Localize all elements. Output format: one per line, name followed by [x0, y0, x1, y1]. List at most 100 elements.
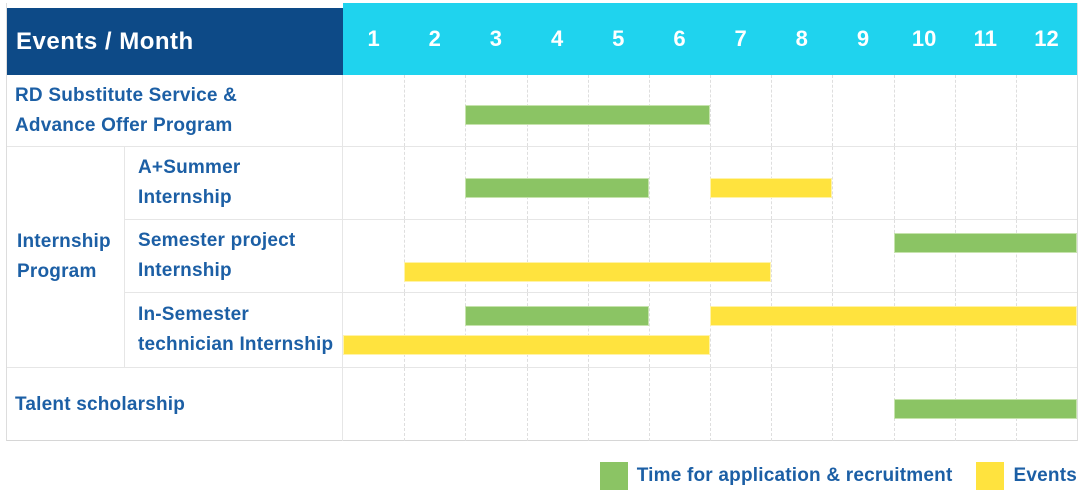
month-header-5: 5	[612, 26, 625, 51]
month-gridline	[893, 293, 895, 367]
row-label-line: technician Internship	[138, 334, 334, 355]
schedule-table: Events / Month 1 2 3 4 5 6 7 8 9 10 11 12 RD Substi…	[6, 3, 1078, 441]
month-header-3: 3	[489, 26, 503, 51]
table-row: Talent scholarship	[7, 368, 1077, 441]
month-gridline	[893, 75, 895, 146]
month-gridline	[1015, 147, 1017, 219]
row-label-line: RD Substitute Service &	[15, 84, 238, 106]
month-header-1: 1	[367, 26, 380, 51]
group-label-line: Program	[17, 261, 97, 282]
month-gridline	[1015, 75, 1017, 146]
row-label-area: In-Semester technician Internship	[7, 293, 343, 368]
gantt-rows: RD Substitute Service & Advance Offer Pro…	[7, 75, 1077, 441]
table-row: RD Substitute Service & Advance Offer Pro…	[7, 75, 1077, 147]
row-label: Talent scholarship	[7, 368, 342, 441]
table-row: In-Semester technician Internship	[7, 293, 1077, 368]
row-grid	[343, 293, 1077, 368]
row-label: Semester project Internship	[125, 220, 342, 293]
month-gridline	[404, 368, 406, 441]
group-label-internship-program: Internship Program	[7, 147, 125, 367]
month-gridline	[1015, 293, 1017, 367]
month-gridline	[954, 75, 956, 146]
events-bar	[343, 335, 710, 355]
month-gridline	[526, 368, 528, 441]
application-recruitment-bar	[893, 399, 1077, 419]
month-gridline	[710, 220, 711, 292]
month-gridline	[1015, 220, 1017, 292]
month-header-4: 4	[550, 26, 564, 51]
group-cell	[7, 220, 125, 293]
table-title: Events / Month	[16, 27, 194, 55]
month-header-7: 7	[734, 26, 747, 51]
month-header-6: 6	[673, 26, 686, 51]
month-gridline	[587, 368, 589, 441]
month-gridline	[893, 220, 895, 292]
month-gridline	[404, 75, 406, 146]
month-gridline	[832, 293, 834, 367]
row-label-area: RD Substitute Service & Advance Offer Pro…	[7, 75, 343, 147]
month-gridline	[710, 368, 711, 441]
month-header-11: 11	[973, 26, 997, 51]
month-gridline	[832, 147, 834, 219]
row-label-line: Talent scholarship	[15, 393, 186, 415]
month-header-9: 9	[856, 26, 870, 51]
table-row: A+Summer Internship	[7, 147, 1077, 220]
month-header-8: 8	[795, 26, 808, 51]
legend-label-events: Events	[1013, 465, 1077, 486]
events-bar	[404, 262, 772, 282]
month-header-12: 12	[1034, 26, 1059, 51]
month-gridline	[832, 220, 834, 292]
row-label: In-Semester technician Internship	[125, 293, 342, 368]
month-gridline	[954, 293, 956, 367]
events-bar	[710, 306, 1077, 326]
application-recruitment-bar	[465, 306, 649, 326]
month-gridline	[771, 368, 773, 441]
month-header-2: 2	[428, 26, 441, 51]
events-month-header-cell: Events / Month	[7, 8, 343, 75]
legend: Time for application & recruitment Event…	[599, 462, 1077, 490]
month-gridline	[954, 147, 956, 219]
row-grid	[343, 75, 1077, 147]
month-gridline	[526, 220, 528, 292]
month-gridline	[465, 293, 467, 367]
month-gridline	[526, 293, 528, 367]
row-label-area: Semester project Internship	[7, 220, 343, 293]
month-gridline	[954, 220, 956, 292]
month-gridline	[587, 293, 589, 367]
row-label-line: Advance Offer Program	[15, 114, 233, 136]
row-label-area: Talent scholarship	[7, 368, 343, 441]
month-gridline	[404, 293, 406, 367]
application-recruitment-bar	[465, 105, 710, 125]
row-grid	[343, 368, 1077, 441]
month-header-row: 1 2 3 4 5 6 7 8 9 10 11 12	[343, 3, 1077, 75]
row-grid	[343, 220, 1077, 293]
month-gridline	[832, 368, 834, 441]
row-label-line: Semester project	[138, 230, 296, 251]
month-gridline	[648, 147, 650, 219]
row-label: A+Summer Internship	[125, 147, 342, 220]
month-gridline	[465, 220, 467, 292]
month-gridline	[404, 220, 406, 292]
legend-swatch-events	[976, 462, 1005, 490]
month-gridline	[771, 75, 773, 146]
month-gridline	[771, 220, 773, 292]
table-header: Events / Month 1 2 3 4 5 6 7 8 9 10 11 12	[7, 3, 1077, 75]
row-label-line: A+Summer	[138, 157, 241, 178]
legend-label-application-recruitment: Time for application & recruitment	[636, 465, 953, 486]
group-cell	[7, 293, 125, 368]
row-grid	[343, 147, 1077, 220]
month-gridline	[893, 147, 895, 219]
month-gridline	[587, 220, 589, 292]
table-row: Semester project Internship	[7, 220, 1077, 293]
row-label-line: Internship	[138, 187, 232, 208]
month-gridline	[648, 293, 650, 367]
row-label-area: A+Summer Internship	[7, 147, 343, 220]
month-gridline	[465, 368, 467, 441]
month-gridline	[404, 147, 406, 219]
row-label: RD Substitute Service & Advance Offer Pro…	[7, 75, 342, 147]
legend-swatch-application-recruitment	[599, 462, 628, 490]
application-recruitment-bar	[465, 178, 649, 198]
row-label-line: Internship	[138, 260, 232, 281]
month-gridline	[710, 75, 711, 146]
